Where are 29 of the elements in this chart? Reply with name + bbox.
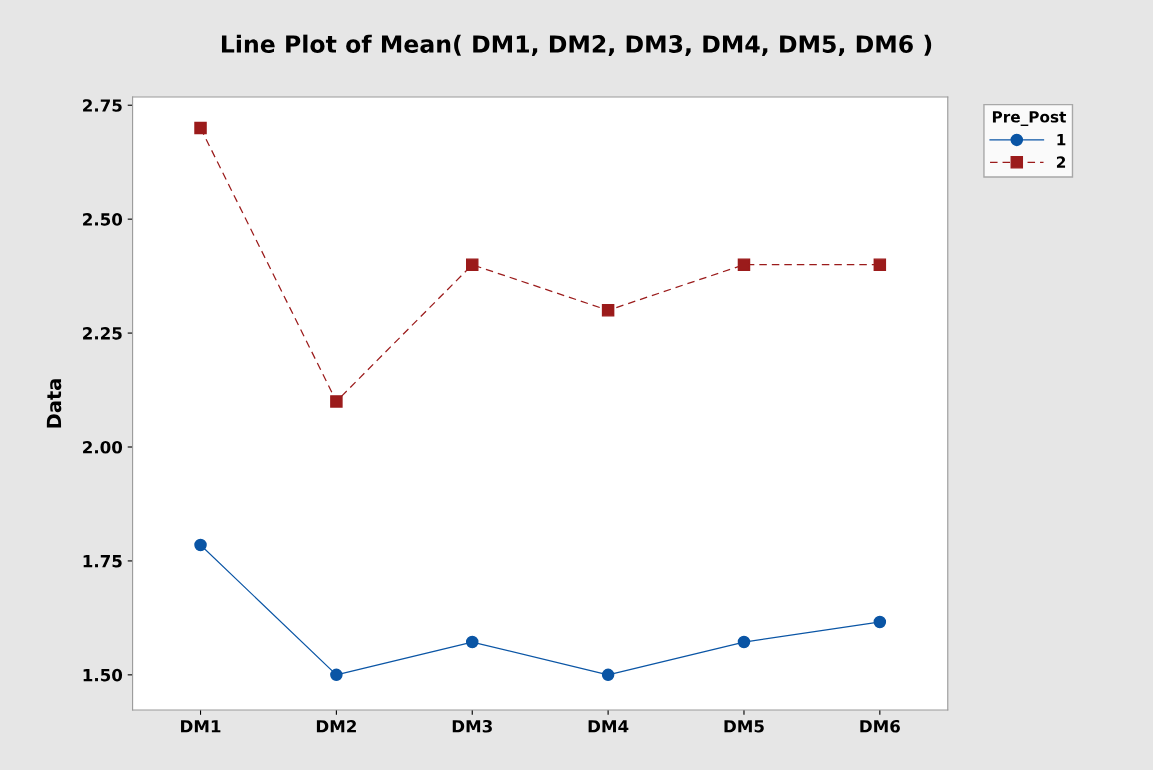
point [194, 121, 207, 135]
y-tick-label: 2.25 [83, 327, 122, 340]
point [330, 395, 343, 408]
point [194, 538, 207, 552]
x-tick-label: DM2 [316, 719, 356, 733]
y-axis-title: Data [46, 379, 62, 428]
point [465, 635, 479, 649]
legend-title: Pre_Post [992, 111, 1067, 126]
x-tick-label: DM1 [181, 720, 221, 733]
point [873, 615, 887, 629]
point [465, 258, 479, 271]
x-tick-label: DM5 [724, 720, 764, 733]
chart-title: Line Plot of Mean( DM1, DM2, DM3, DM4, DM5, DM6 ) [221, 34, 932, 56]
legend-label: 1 [1057, 134, 1066, 146]
x-tick-label: DM4 [588, 720, 629, 733]
x-tick-label: DM3 [452, 719, 492, 733]
legend-label: 2 [1056, 156, 1066, 168]
y-tick-label: 1.75 [83, 555, 122, 568]
point [330, 668, 343, 682]
y-tick-label: 2.00 [83, 440, 123, 454]
y-tick-label: 1.50 [83, 668, 123, 682]
point [873, 258, 887, 271]
point [737, 635, 751, 649]
x-tick-label: DM6 [860, 719, 900, 733]
point [601, 304, 615, 317]
point [601, 668, 615, 682]
y-tick-label: 2.75 [83, 99, 122, 112]
point [737, 258, 751, 271]
y-tick-label: 2.50 [83, 213, 123, 226]
